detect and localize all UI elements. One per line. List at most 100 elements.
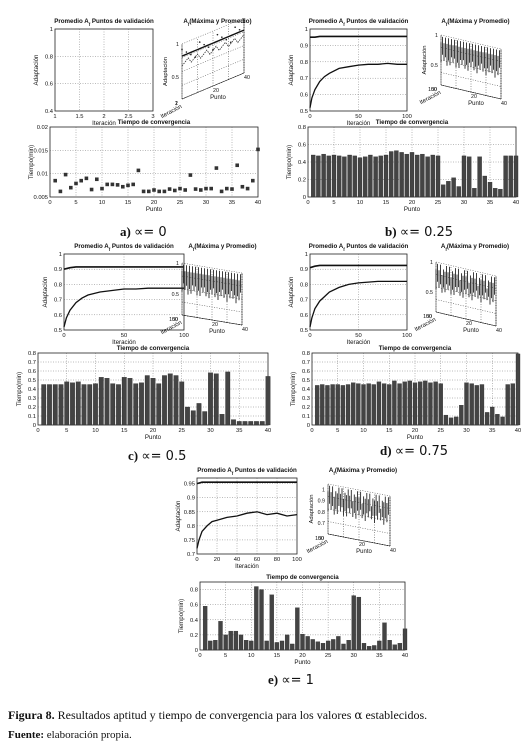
data-point-21 — [157, 189, 161, 194]
bt-xtick-8: 40 — [515, 428, 521, 434]
bar-22 — [420, 153, 425, 198]
bar-26 — [185, 406, 190, 426]
bar-36 — [495, 414, 500, 426]
bar-1 — [311, 154, 316, 198]
caption-c: c) ∝= 0.5 — [128, 448, 187, 464]
bt-xtick-4: 20 — [150, 428, 156, 434]
bar-29 — [456, 186, 461, 198]
bt-ytick-1: 0.1 — [28, 414, 36, 420]
bt-xtick-2: 10 — [99, 200, 105, 206]
bt-xtick-0: 0 — [310, 428, 313, 434]
bt-xtick-8: 40 — [513, 200, 519, 206]
bar-31 — [213, 373, 219, 426]
tl-frame — [196, 477, 298, 555]
data-point-26 — [183, 188, 187, 192]
bar-30 — [461, 155, 467, 198]
grid-3d — [181, 262, 243, 274]
tl-ytick-1: 0.75 — [184, 538, 195, 544]
bar-23 — [167, 373, 173, 426]
tl-xtick-2: 100 — [179, 333, 189, 339]
bar-7 — [75, 381, 81, 426]
bar-27 — [448, 417, 454, 426]
bt-ytick-6: 0.6 — [28, 369, 36, 375]
x-tick-1: 50 — [431, 87, 437, 93]
bar-18 — [139, 382, 144, 426]
tl-ylabel: Adaptación — [288, 276, 295, 308]
y-tick-1: 40 — [244, 75, 250, 81]
series-line-1 — [309, 280, 407, 328]
data-point-36 — [235, 163, 239, 168]
panel-c-top-right-3d: Af(Máxima y Promedio)0.51204010050Iterac… — [160, 243, 257, 336]
chart-title: Tiempo de convergencia — [379, 345, 452, 352]
bar-7 — [342, 156, 347, 198]
bar-24 — [433, 381, 438, 426]
z-tick-0: 0.7 — [318, 521, 325, 527]
bar-21 — [305, 636, 310, 651]
tl-ylabel: Adaptación — [288, 54, 295, 86]
bar-18 — [399, 152, 404, 198]
bar-17 — [133, 383, 139, 426]
data-point-1 — [53, 178, 57, 183]
y-label-3d: Punto — [210, 95, 226, 101]
data-point-14 — [121, 184, 125, 189]
tl-ylabel: Adaptación — [42, 276, 49, 308]
bar-20 — [300, 633, 305, 651]
bt-xtick-3: 15 — [121, 428, 127, 434]
x-tick-0: 100 — [169, 317, 178, 323]
bar-5 — [335, 384, 340, 426]
z-tick-3: 1 — [322, 488, 325, 494]
bar-20 — [150, 378, 156, 426]
bar-23 — [425, 156, 430, 198]
bar-5 — [64, 381, 70, 426]
bar-11 — [254, 586, 259, 651]
bt-xtick-3: 15 — [125, 200, 131, 206]
bt-xtick-6: 30 — [207, 428, 213, 434]
bar-23 — [315, 641, 321, 651]
x-tick-0: 100 — [423, 314, 432, 320]
tl-ylabel: Adaptación — [33, 54, 40, 86]
bt-xtick-3: 15 — [386, 428, 392, 434]
bar-13 — [373, 156, 378, 198]
tl-xtick-1: 20 — [214, 557, 220, 563]
bar-14 — [269, 594, 274, 651]
bt-ytick-4: 0.8 — [298, 125, 306, 131]
bt-xtick-3: 15 — [383, 200, 389, 206]
z-tick-1: 1 — [430, 260, 433, 266]
z-tick-1: 0.8 — [318, 510, 325, 516]
panel-a-top-right-3d: Af(Máxima y Promedio)0.51204021Adaptació… — [160, 17, 252, 120]
bt-ytick-0: 0.005 — [33, 195, 48, 201]
panel-b: Promedio Af Puntos de validación 0 50 100 0.… — [275, 0, 525, 240]
panel-b-top-left-chart: Promedio Af Puntos de validación 0 50 100 0.… — [288, 18, 412, 127]
bar-20 — [412, 382, 418, 426]
bt-ytick-2: 0.015 — [33, 148, 48, 154]
surface-point-4 — [194, 56, 197, 58]
axis-3d — [181, 314, 243, 326]
grid-3d — [440, 34, 502, 50]
x-tick-0: 100 — [315, 536, 324, 542]
bar-18 — [402, 381, 407, 426]
tl-ytick-0: 0.5 — [54, 328, 62, 334]
data-point-37 — [240, 184, 245, 189]
bar-13 — [110, 383, 116, 426]
bar-7 — [233, 630, 239, 651]
bt-ytick-4: 0.4 — [302, 387, 311, 393]
data-point-19 — [147, 189, 151, 194]
bar-39 — [259, 421, 265, 426]
tl-ytick-1: 0.6 — [300, 313, 308, 319]
bar-29 — [346, 640, 351, 651]
bar-6 — [337, 155, 342, 198]
bt-xtick-6: 30 — [351, 653, 357, 659]
x-tick-1: 50 — [318, 536, 324, 542]
bar-25 — [325, 640, 331, 651]
bar-37 — [248, 421, 254, 426]
bt-xtick-0: 0 — [306, 200, 309, 206]
surface-point-1 — [181, 48, 183, 51]
y-tick-0: 20 — [213, 88, 219, 94]
bar-37 — [387, 640, 392, 651]
bt-xtick-7: 35 — [229, 200, 235, 206]
bt-xlabel: Punto — [146, 206, 163, 213]
data-point-9 — [95, 177, 99, 182]
bt-xtick-5: 25 — [177, 200, 183, 206]
bar-38 — [505, 384, 510, 426]
tl-ytick-4: 0.9 — [300, 267, 308, 273]
